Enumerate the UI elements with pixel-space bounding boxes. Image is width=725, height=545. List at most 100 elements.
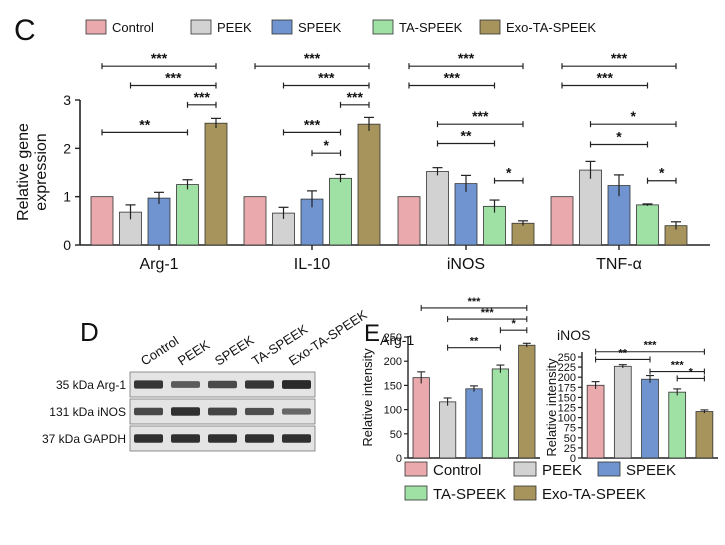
legend-e-label-exo-ta-speek: Exo-TA-SPEEK [542,486,646,503]
significance-label-arg-1: ** [470,336,479,348]
blot-band-37-kda-gapdh-exo-ta-speek [282,434,311,443]
blot-band-131-kda-inos-ta-speek [245,407,274,416]
legend-label-ta-speek: TA-SPEEK [399,20,463,35]
x-tick-label-arg-1: Arg-1 [139,256,178,273]
significance-label: *** [194,89,211,105]
significance-label: *** [304,50,321,66]
blot-band-131-kda-inos-speek [208,407,237,416]
bar-inos-peek [613,365,632,459]
panel-label-e: E [364,320,380,347]
bar-inos-control [586,384,605,459]
y-tick-label-inos-0: 0 [570,453,576,465]
blot-band-37-kda-gapdh-peek [171,434,200,443]
significance-label: *** [347,89,364,105]
panel-label-d: D [80,317,99,347]
bar-arg-1-speek [465,388,483,459]
y-tick-label-1: 1 [63,189,71,205]
y-tick-label-3: 3 [63,92,71,108]
significance-label-inos: ** [619,347,628,359]
bar-il-10-exo-ta-speek [357,123,381,246]
chart-panel-e-arg1: Relative intensity050100150200250*******… [360,296,540,465]
y-tick-label-inos-225: 225 [558,362,576,374]
y-tick-label-inos-50: 50 [564,433,576,445]
y-tick-label-inos-150: 150 [558,392,576,404]
y-tick-label-inos-200: 200 [558,372,576,384]
lane-label-speek: SPEEK [212,332,257,368]
x-tick-label-il-10: IL-10 [294,256,331,273]
lane-label-control: Control [138,333,181,368]
significance-label: *** [444,70,461,86]
x-tick-label-inos: iNOS [447,256,485,273]
significance-label: * [659,165,665,181]
legend-e-label-control: Control [433,462,481,479]
blot-band-37-kda-gapdh-control [134,434,163,443]
significance-label: *** [458,50,475,66]
bar-tnf-control [550,196,574,246]
significance-label: * [631,108,637,124]
blot-band-131-kda-inos-control [134,407,163,416]
legend-e-label-speek: SPEEK [626,462,676,479]
legend-label-control: Control [112,20,154,35]
significance-label-arg-1: * [511,318,516,330]
bar-inos-speek [454,183,478,246]
significance-label: *** [165,70,182,86]
y-tick-label-arg-1-200: 200 [384,356,402,368]
y-tick-label-inos-100: 100 [558,413,576,425]
bar-inos-exo-ta-speek [695,411,714,459]
bar-arg-1-ta-speek [176,184,199,246]
legend-swatch-peek [190,19,212,35]
bar-tnf-ta-speek [636,204,659,246]
significance-label-inos: *** [644,340,658,352]
legend-e-label-ta-speek: TA-SPEEK [433,486,506,503]
significance-label-arg-1: *** [468,296,482,308]
significance-label-arg-1: *** [481,307,495,319]
y-tick-label-inos-75: 75 [564,423,576,435]
blot-band-35-kda-arg-1-control [134,380,163,389]
chart-title-arg-1: Arg-1 [380,332,414,348]
y-tick-label-0: 0 [63,237,71,253]
y-tick-label-arg-1-0: 0 [396,453,402,465]
bar-il-10-ta-speek [329,177,352,246]
bar-inos-exo-ta-speek [511,222,535,246]
legend-e-swatch-exo-ta-speek [513,485,537,501]
legend-swatch-exo-ta-speek [479,19,501,35]
bar-arg-1-peek [439,401,457,459]
legend-label-speek: SPEEK [298,20,342,35]
bar-il-10-control [243,196,267,246]
bar-inos-speek [641,378,659,459]
legend-label-peek: PEEK [217,20,252,35]
significance-label: *** [597,70,614,86]
blot-band-131-kda-inos-peek [171,407,200,416]
significance-label: * [616,128,622,144]
significance-label: *** [318,70,335,86]
blot-band-35-kda-arg-1-speek [208,380,237,389]
y-axis-label-inos: Relative intensity [544,358,559,457]
significance-label-inos: *** [671,360,685,372]
legend-swatch-control [85,19,107,35]
y-tick-label-inos-250: 250 [558,352,576,364]
blot-band-131-kda-inos-exo-ta-speek [282,408,311,415]
bar-inos-peek [426,171,449,246]
legend-e-swatch-control [404,461,428,477]
y-axis-label-arg-1: Relative intensity [360,348,375,447]
blot-row-label-37-kda-gapdh: 37 kDa GAPDH [42,432,126,446]
blot-band-37-kda-gapdh-speek [208,434,237,443]
legend-swatch-speek [271,19,293,35]
bar-inos-ta-speek [668,391,687,459]
significance-label: *** [304,116,321,132]
blot-row-label-35-kda-arg-1: 35 kDa Arg-1 [56,378,126,392]
x-tick-label-tnf: TNF-α [596,256,642,273]
y-tick-label-2: 2 [63,140,71,156]
legend-swatch-ta-speek [372,19,394,35]
significance-label: * [324,137,330,153]
significance-label: *** [611,50,628,66]
blot-band-35-kda-arg-1-ta-speek [245,380,274,389]
y-axis-label-line-1: Relative gene [15,123,32,221]
legend-e-label-peek: PEEK [542,462,582,479]
legend-panel-e: Control PEEK SPEEK TA-SPEEK Exo-TA-SPEEK [404,461,676,503]
legend-e-swatch-speek [597,461,621,477]
blot-band-35-kda-arg-1-peek [171,381,200,388]
bar-arg-1-exo-ta-speek [518,344,536,459]
bar-arg-1-control [412,377,430,459]
bar-arg-1-speek [147,197,171,246]
